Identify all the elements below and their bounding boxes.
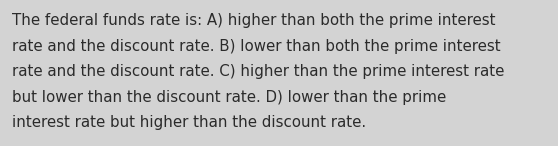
Text: rate and the discount rate. C) higher than the prime interest rate: rate and the discount rate. C) higher th…: [12, 64, 504, 79]
Text: rate and the discount rate. B) lower than both the prime interest: rate and the discount rate. B) lower tha…: [12, 39, 501, 54]
Text: interest rate but higher than the discount rate.: interest rate but higher than the discou…: [12, 115, 367, 130]
Text: The federal funds rate is: A) higher than both the prime interest: The federal funds rate is: A) higher tha…: [12, 13, 496, 28]
Text: but lower than the discount rate. D) lower than the prime: but lower than the discount rate. D) low…: [12, 90, 446, 105]
